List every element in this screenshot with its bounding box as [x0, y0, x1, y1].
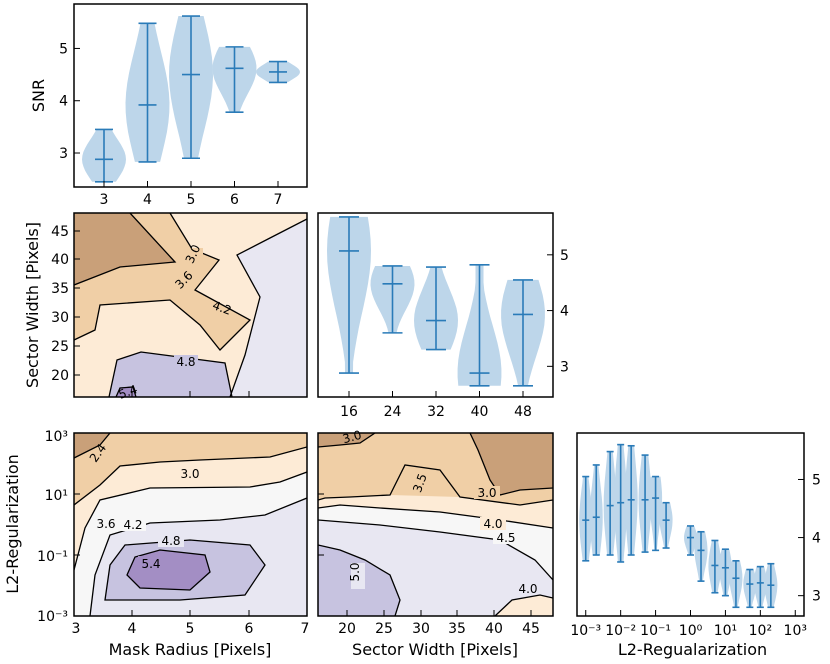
- x-tick-label: 10¹: [714, 623, 737, 639]
- contour-label: 3.6: [96, 517, 115, 531]
- x-tick-label: 7: [301, 621, 310, 637]
- x-tick-label: 10⁻¹: [640, 623, 671, 639]
- x-tick-label: 32: [427, 404, 445, 420]
- y-axis-label: L2-Regularization: [3, 454, 22, 594]
- x-tick-label: 40: [471, 404, 489, 420]
- y-ticks: [74, 230, 250, 397]
- contour-label: 3.5: [410, 472, 430, 495]
- contour-labels: 3.0 3.5 3.0 4.0 4.5 5.0 4.0: [341, 428, 538, 596]
- ticks: [74, 493, 250, 616]
- x-tick-label: 7: [274, 192, 283, 208]
- contour-label: 4.8: [176, 355, 195, 369]
- y-tick-label: 4: [812, 531, 821, 547]
- contour-panel-sector-vs-mask: 3.0 3.6 4.2 4.8 5.4 20 25 30 35 40 45: [23, 212, 308, 402]
- y-tick-label: 3: [560, 359, 569, 375]
- contour-fill-dark-purple: [116, 387, 136, 397]
- y-tick-label: 5: [812, 472, 821, 488]
- x-axis-label: L2-Regualarization: [618, 640, 767, 659]
- x-tick-label: 24: [384, 404, 402, 420]
- x-tick-label: 10⁰: [679, 623, 703, 639]
- y-tick-label: 4: [59, 94, 68, 110]
- y-tick-label: 25: [51, 339, 69, 355]
- x-axis-label: Sector Width [Pixels]: [352, 640, 518, 659]
- x-tick-label: 5: [187, 192, 196, 208]
- y-tick-label: 10³: [45, 429, 68, 445]
- x-tick-label: 25: [375, 621, 393, 637]
- contour-label: 5.0: [348, 562, 362, 581]
- contour-lines: [74, 433, 307, 616]
- x-tick-label: 35: [448, 621, 466, 637]
- contour-label: 3.0: [477, 486, 496, 500]
- x-tick-label: 30: [412, 621, 430, 637]
- contour-fill-light-orange: [74, 433, 307, 570]
- x-tick-label: 4: [143, 192, 152, 208]
- violin-panel-l2: 10⁻³ 10⁻² 10⁻¹ 10⁰ 10¹ 10² 10³ 3 4 5 L2-Regualariz…: [570, 432, 821, 659]
- x-tick-labels: 20 25 30 35 40 45: [338, 621, 540, 637]
- y-tick-label: 30: [51, 310, 69, 326]
- contour-fills: [74, 433, 307, 616]
- violin-panel-mask-radius: 3 4 5 6 7 3 4 5 SNR: [29, 3, 308, 208]
- y-tick-label: 20: [51, 368, 69, 384]
- contour-lines: [74, 213, 307, 397]
- y-tick-label: 40: [51, 252, 69, 268]
- contour-fill-dark-orange-top: [318, 433, 375, 447]
- x-tick-label: 10⁻²: [605, 623, 636, 639]
- contour-label: 4.0: [518, 582, 537, 596]
- x-axis-label: Mask Radius [Pixels]: [109, 640, 272, 659]
- y-tick-label: 10⁻³: [37, 609, 68, 625]
- x-tick-label: 6: [245, 621, 254, 637]
- x-tick-label: 10³: [784, 623, 807, 639]
- x-tick-labels: 3 4 5 6 7: [72, 621, 310, 637]
- contour-fill-dark-orange: [74, 213, 175, 285]
- y-tick-label: 35: [51, 281, 69, 297]
- y-axis-label: Sector Width [Pixels]: [23, 222, 42, 388]
- contour-label: 4.0: [483, 517, 502, 531]
- contour-fill-dark-orange: [74, 433, 110, 458]
- y-tick-labels: 10³ 10¹ 10⁻¹ 10⁻³: [37, 429, 68, 625]
- contour-label: 4.2: [123, 518, 142, 532]
- x-tick-label: 40: [485, 621, 503, 637]
- contour-label: 4.8: [161, 534, 180, 548]
- contour-panel-l2-vs-mask: 2.4 3.0 3.6 4.2 4.8 5.4 10³ 10¹ 10⁻¹ 10⁻…: [3, 429, 309, 659]
- x-tick-label: 4: [128, 621, 137, 637]
- axes-frame: [317, 432, 554, 617]
- x-tick-label: 45: [522, 621, 540, 637]
- x-tick-label: 6: [230, 192, 239, 208]
- contour-fill-light-orange-right: [495, 595, 553, 616]
- y-tick-labels: 20 25 30 35 40 45: [51, 224, 69, 384]
- contour-fill-mid-orange: [74, 433, 307, 505]
- contour-label: 4.5: [496, 531, 515, 545]
- y-axis-label: SNR: [29, 79, 48, 112]
- contour-panel-l2-vs-sector: 3.0 3.5 3.0 4.0 4.5 5.0 4.0 20 25 30: [317, 428, 554, 659]
- y-tick-label: 3: [812, 589, 821, 605]
- x-tick-label: 16: [340, 404, 358, 420]
- contour-label: 4.2: [211, 298, 234, 318]
- y-tick-label: 10¹: [45, 488, 68, 504]
- x-tick-label: 3: [100, 192, 109, 208]
- y-tick-label: 5: [59, 41, 68, 57]
- contour-fill-mid-purple: [109, 352, 232, 397]
- y-tick-label: 5: [560, 248, 569, 264]
- x-tick-label: 10⁻³: [570, 623, 601, 639]
- y-tick-label: 3: [59, 146, 68, 162]
- y-tick-label: 45: [51, 224, 69, 240]
- y-tick-label: 4: [560, 304, 569, 320]
- violin-panel-sector-width: 16 24 32 40 48 3 4 5: [317, 212, 569, 420]
- x-tick-label: 48: [514, 404, 532, 420]
- contour-label: 5.4: [141, 557, 160, 571]
- x-tick-label: 20: [338, 621, 356, 637]
- ticks: [318, 493, 532, 616]
- contour-fill-dark-orange: [470, 433, 553, 495]
- x-tick-label: 5: [186, 621, 195, 637]
- contour-label: 3.0: [180, 467, 199, 481]
- x-tick-label: 10²: [749, 623, 772, 639]
- contour-fills: [74, 213, 307, 397]
- y-tick-label: 10⁻¹: [37, 549, 68, 565]
- x-tick-label: 3: [72, 621, 81, 637]
